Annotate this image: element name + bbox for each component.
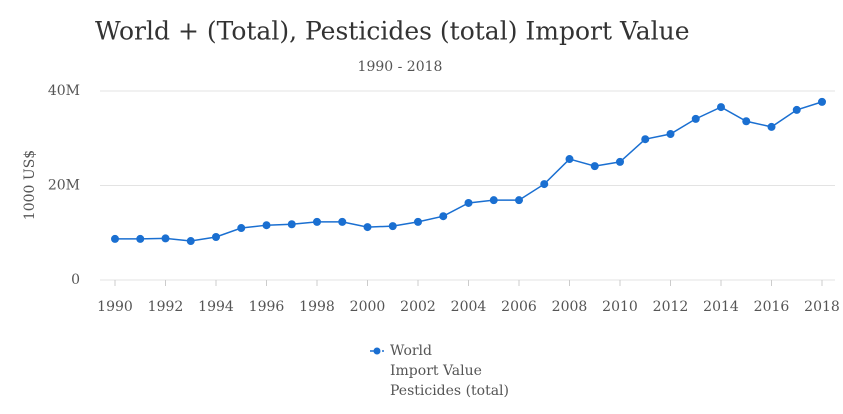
x-tick-label: 2018 xyxy=(804,299,840,315)
data-point xyxy=(464,198,473,207)
data-point xyxy=(111,234,119,243)
x-tick-label: 1996 xyxy=(249,299,285,315)
data-point xyxy=(792,105,801,114)
x-tick-label: 2000 xyxy=(350,299,386,315)
data-point xyxy=(414,217,422,226)
x-tick-label: 2016 xyxy=(754,299,790,315)
x-tick-label: 2008 xyxy=(552,299,588,315)
data-point xyxy=(136,234,145,243)
data-point xyxy=(515,196,523,205)
x-tick-label: 2004 xyxy=(451,299,487,315)
data-point xyxy=(439,212,448,221)
data-point xyxy=(363,223,372,232)
x-tick-label: 2014 xyxy=(703,299,739,315)
data-point xyxy=(338,217,347,226)
data-point xyxy=(818,97,826,106)
data-point xyxy=(767,122,776,131)
y-tick-label: 0 xyxy=(71,272,80,288)
legend-marker xyxy=(373,347,381,355)
x-tick-label: 2012 xyxy=(653,299,689,315)
x-tick-label: 2002 xyxy=(400,299,436,315)
data-point xyxy=(212,233,220,242)
data-point xyxy=(287,220,296,229)
data-point xyxy=(717,103,725,112)
legend-label: World Import Value Pesticides (total) xyxy=(390,343,509,399)
x-tick-label: 1990 xyxy=(97,299,133,315)
data-point xyxy=(489,196,498,205)
x-tick-label: 2010 xyxy=(602,299,638,315)
data-point xyxy=(691,114,700,123)
data-point xyxy=(262,221,271,230)
data-point xyxy=(237,224,246,233)
x-tick-label: 1994 xyxy=(198,299,234,315)
data-point xyxy=(641,135,650,144)
y-tick-label: 20M xyxy=(48,178,80,194)
data-point xyxy=(742,117,751,126)
data-point xyxy=(540,180,549,189)
y-axis-label: 1000 US$ xyxy=(22,150,38,220)
data-point xyxy=(388,222,397,231)
data-point xyxy=(161,234,170,243)
data-point xyxy=(616,157,624,166)
data-point xyxy=(565,155,574,164)
data-point xyxy=(590,162,599,171)
chart-title: World + (Total), Pesticides (total) Impo… xyxy=(95,17,690,46)
x-tick-label: 1998 xyxy=(299,299,335,315)
x-tick-label: 2006 xyxy=(501,299,537,315)
data-point xyxy=(186,237,195,246)
series-line xyxy=(115,101,823,242)
x-tick-label: 1992 xyxy=(148,299,184,315)
chart-subtitle: 1990 - 2018 xyxy=(358,59,443,75)
data-point xyxy=(313,217,321,226)
y-tick-label: 40M xyxy=(48,83,80,99)
data-point xyxy=(666,129,675,138)
